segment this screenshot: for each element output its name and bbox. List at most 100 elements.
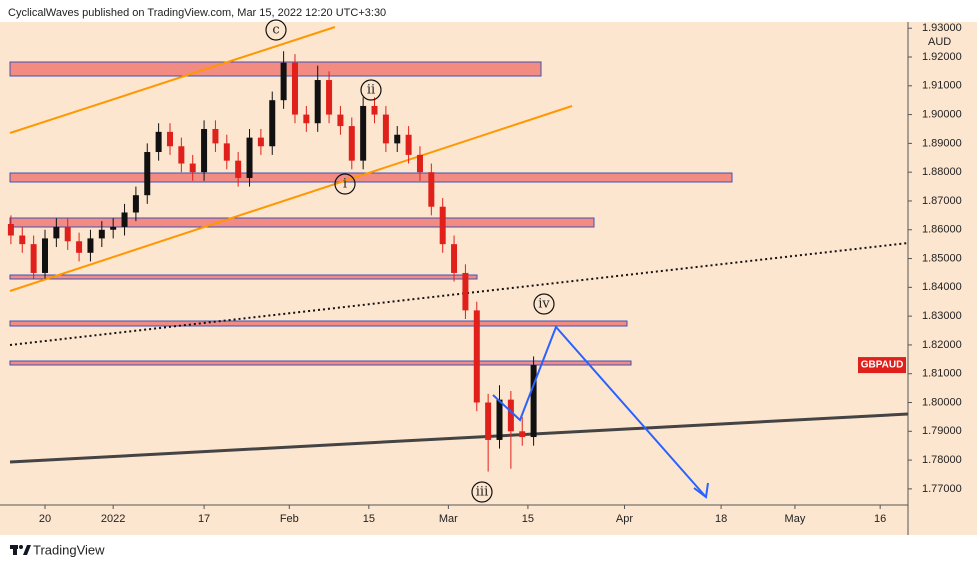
y-tick-label: 1.87000 — [922, 195, 962, 207]
candle-body — [178, 146, 185, 164]
y-tick-label: 1.92000 — [922, 51, 962, 63]
candle-body — [246, 137, 253, 178]
x-tick-label: Feb — [280, 513, 299, 525]
candle-body — [371, 105, 378, 115]
logo-mark — [23, 545, 31, 555]
label-circle — [334, 173, 356, 195]
candle-body — [473, 310, 480, 403]
x-tick-label: May — [785, 513, 806, 525]
currency-label: AUD — [928, 36, 951, 48]
candle-body — [76, 241, 83, 253]
y-tick-label: 1.81000 — [922, 368, 962, 380]
y-tick-label: 1.80000 — [922, 396, 962, 408]
y-tick-label: 1.79000 — [922, 425, 962, 437]
logo-mark — [13, 545, 17, 555]
header: CyclicalWaves published on TradingView.c… — [8, 7, 386, 19]
candle-body — [212, 128, 219, 144]
y-tick-label: 1.78000 — [922, 454, 962, 466]
drawings — [9, 26, 909, 464]
candle-body — [98, 229, 105, 239]
x-tick-label: 17 — [198, 513, 210, 525]
y-tick-label: 1.91000 — [922, 80, 962, 92]
candle-body — [257, 137, 264, 147]
arrow-head — [693, 482, 709, 499]
candle-body — [303, 114, 310, 124]
y-tick-label: 1.83000 — [922, 310, 962, 322]
zone — [9, 217, 595, 228]
candle-body — [121, 212, 128, 227]
y-tick-label: 1.89000 — [922, 137, 962, 149]
price-tag-label: GBPAUD — [861, 360, 904, 371]
dotted-trend-line — [9, 242, 909, 346]
x-tick-label: Mar — [439, 513, 458, 525]
zone — [9, 360, 632, 366]
candle-body — [382, 114, 389, 144]
candle-body — [235, 160, 242, 178]
projection — [492, 325, 709, 499]
candle-body — [64, 226, 71, 242]
candle-body — [485, 402, 492, 440]
candle-body — [144, 152, 151, 196]
wave-labels: c ii i iv iii — [265, 19, 555, 503]
price-tag — [858, 357, 906, 374]
wave-label: c — [272, 23, 279, 38]
zone — [9, 172, 733, 183]
y-tick-label: 1.85000 — [922, 252, 962, 264]
candle-body — [428, 172, 435, 207]
label-circle — [265, 19, 287, 41]
wave-label: iii — [476, 485, 488, 500]
candle-body — [280, 62, 287, 101]
candle-body — [394, 134, 401, 144]
zone — [9, 61, 542, 77]
candle-body — [416, 154, 423, 173]
candle-body — [291, 62, 298, 115]
logo-mark — [19, 545, 23, 549]
candle-body — [19, 235, 26, 245]
y-tick-label: 1.90000 — [922, 108, 962, 120]
wave-label: i — [343, 177, 347, 192]
support-line — [9, 412, 909, 464]
zone — [9, 274, 478, 280]
logo — [10, 545, 31, 555]
channel-line — [9, 26, 336, 134]
y-tick-label: 1.86000 — [922, 224, 962, 236]
label-circle — [471, 481, 493, 503]
x-tick-label: Apr — [616, 513, 633, 525]
candle-body — [337, 114, 344, 127]
x-tick-label: 18 — [715, 513, 727, 525]
candle-body — [166, 131, 173, 147]
y-tick-label: 1.93000 — [922, 22, 962, 34]
y-tick-label: 1.77000 — [922, 483, 962, 495]
candle-body — [110, 226, 117, 230]
candles — [7, 51, 537, 472]
x-tick-label: 16 — [874, 513, 886, 525]
candle-body — [519, 431, 526, 438]
candle-body — [348, 126, 355, 161]
candle-body — [507, 399, 514, 432]
wave-label: ii — [367, 83, 375, 98]
candle-body — [326, 80, 333, 115]
y-tick-label: 1.82000 — [922, 339, 962, 351]
candle-body — [223, 143, 230, 161]
x-tick-label: 20 — [39, 513, 51, 525]
x-tick-label: 15 — [522, 513, 534, 525]
candle-body — [189, 163, 196, 173]
footer: TradingView — [33, 542, 105, 557]
candle-body — [7, 223, 14, 236]
candle-body — [132, 195, 139, 213]
candle-body — [30, 244, 37, 273]
candle-body — [53, 226, 60, 239]
y-tick-label: 1.88000 — [922, 166, 962, 178]
candle-body — [439, 206, 446, 245]
candle-body — [405, 134, 412, 155]
candle-body — [41, 238, 48, 273]
header-strip — [0, 0, 977, 22]
candle-body — [462, 272, 469, 311]
label-circle — [533, 293, 555, 315]
channel-line — [9, 105, 573, 292]
label-circle — [360, 79, 382, 101]
x-tick-label: 2022 — [101, 513, 125, 525]
x-tick-label: 15 — [363, 513, 375, 525]
